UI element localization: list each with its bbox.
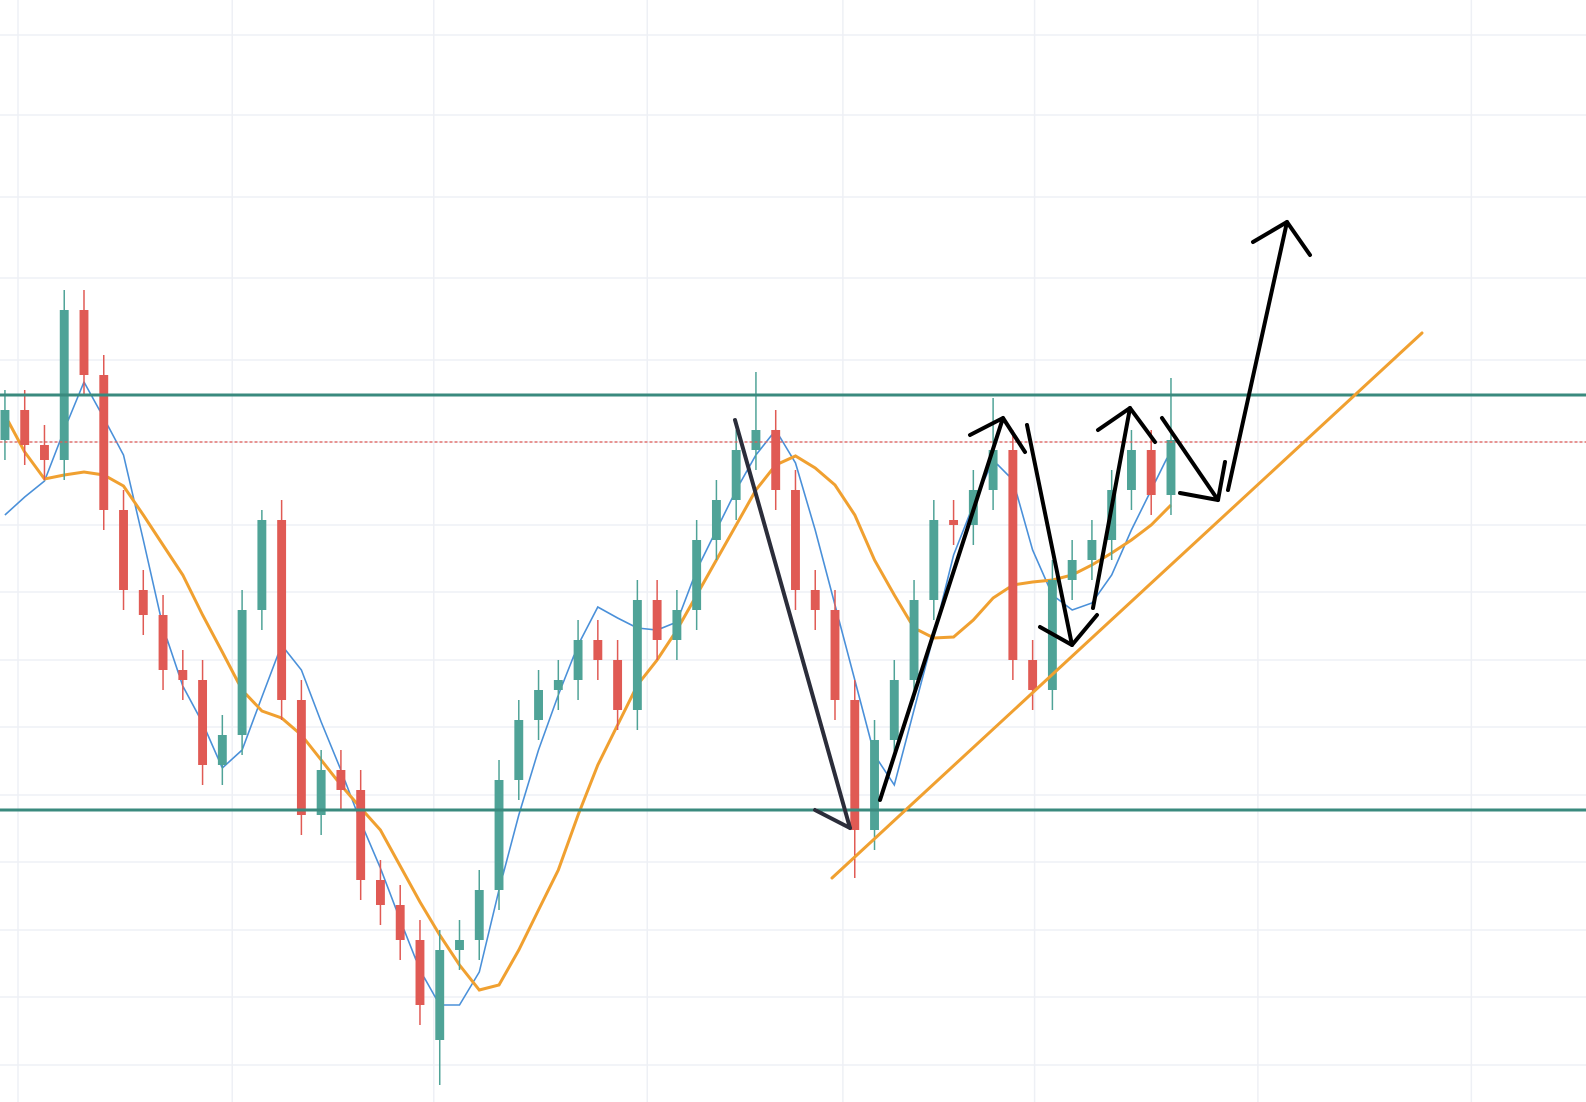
candle-body (435, 950, 445, 1040)
candle-body (870, 740, 879, 830)
candle-body (158, 615, 168, 670)
candle-body (455, 940, 464, 950)
candle-body (751, 430, 761, 450)
candles (0, 290, 1176, 1085)
candle-body (988, 450, 998, 490)
candle-body (771, 430, 781, 490)
candle-body (217, 735, 227, 765)
candle-body (949, 520, 959, 525)
candle-body (198, 680, 208, 765)
candle-body (1028, 660, 1038, 690)
candle-body (1126, 450, 1136, 490)
candle-body (0, 410, 10, 440)
candle-body (237, 610, 247, 735)
drawings (0, 220, 1586, 880)
candle-body (652, 600, 662, 640)
candle-body (178, 670, 188, 680)
candle-body (99, 375, 109, 510)
candle-body (40, 445, 49, 460)
candle-body (1087, 540, 1097, 560)
candle-body (277, 520, 287, 700)
candle-body (514, 720, 524, 780)
candle-body (850, 700, 860, 830)
candle-body (573, 640, 583, 680)
candle-body (810, 590, 820, 610)
candle-body (731, 450, 741, 500)
candle-body (296, 700, 306, 815)
arrow (733, 418, 852, 830)
candle-body (79, 310, 89, 375)
candle-body (929, 520, 939, 600)
candle-body (632, 600, 642, 710)
candle-body (415, 940, 425, 1005)
candle-body (336, 770, 346, 790)
candle-body (1146, 450, 1156, 495)
candle-body (257, 520, 267, 610)
candle-body (119, 510, 128, 590)
candle-body (692, 540, 702, 610)
arrows (878, 220, 1312, 802)
candle-body (138, 590, 148, 615)
candle-body (20, 410, 30, 445)
candle-body (830, 610, 840, 700)
candle-body (356, 790, 366, 880)
trend-line (830, 331, 1424, 880)
moving-average (3, 414, 1173, 992)
candle-body (474, 890, 484, 940)
candle-body (613, 660, 623, 710)
candle-body (593, 640, 603, 660)
candle-body (909, 600, 919, 680)
candle-body (59, 310, 69, 460)
candle-body (1067, 560, 1077, 580)
candle-body (791, 490, 800, 590)
candle-body (711, 500, 721, 540)
candle-body (889, 680, 899, 740)
candle-body (534, 690, 543, 720)
candle-body (1166, 440, 1176, 495)
candle-body (316, 770, 326, 815)
candle-body (375, 880, 385, 905)
candle-body (553, 680, 563, 690)
candle-body (1008, 450, 1018, 660)
candle-body (494, 780, 504, 890)
candle-body (672, 610, 682, 640)
candle-body (395, 905, 405, 940)
